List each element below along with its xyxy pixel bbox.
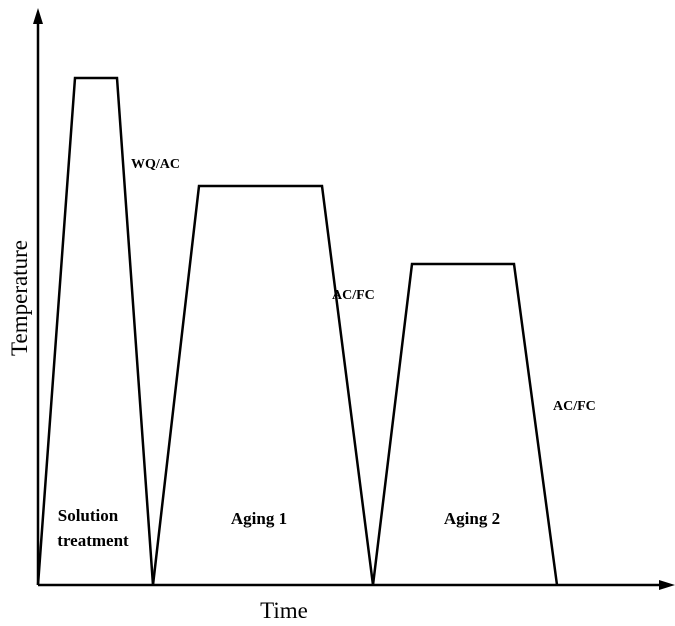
solution-treatment-cycle — [36, 76, 155, 586]
stage-label-aging-2: Aging 2 — [444, 509, 500, 528]
cooling-label-ac-fc-2: AC/FC — [553, 399, 596, 414]
x-axis-arrowhead — [659, 580, 675, 590]
stage-label-solution-line-1: Solution — [58, 506, 119, 525]
stage-label-solution-line-2: treatment — [57, 531, 129, 550]
y-axis-arrowhead — [33, 8, 43, 24]
y-axis-label: Temperature — [7, 240, 32, 356]
cooling-label-ac-fc-1: AC/FC — [332, 288, 375, 303]
aging-2-cycle — [371, 262, 559, 586]
stage-label-aging-1: Aging 1 — [231, 509, 287, 528]
cooling-label-wq-ac: WQ/AC — [131, 157, 180, 172]
x-axis-label: Time — [260, 598, 308, 623]
aging-1-cycle — [151, 184, 375, 586]
